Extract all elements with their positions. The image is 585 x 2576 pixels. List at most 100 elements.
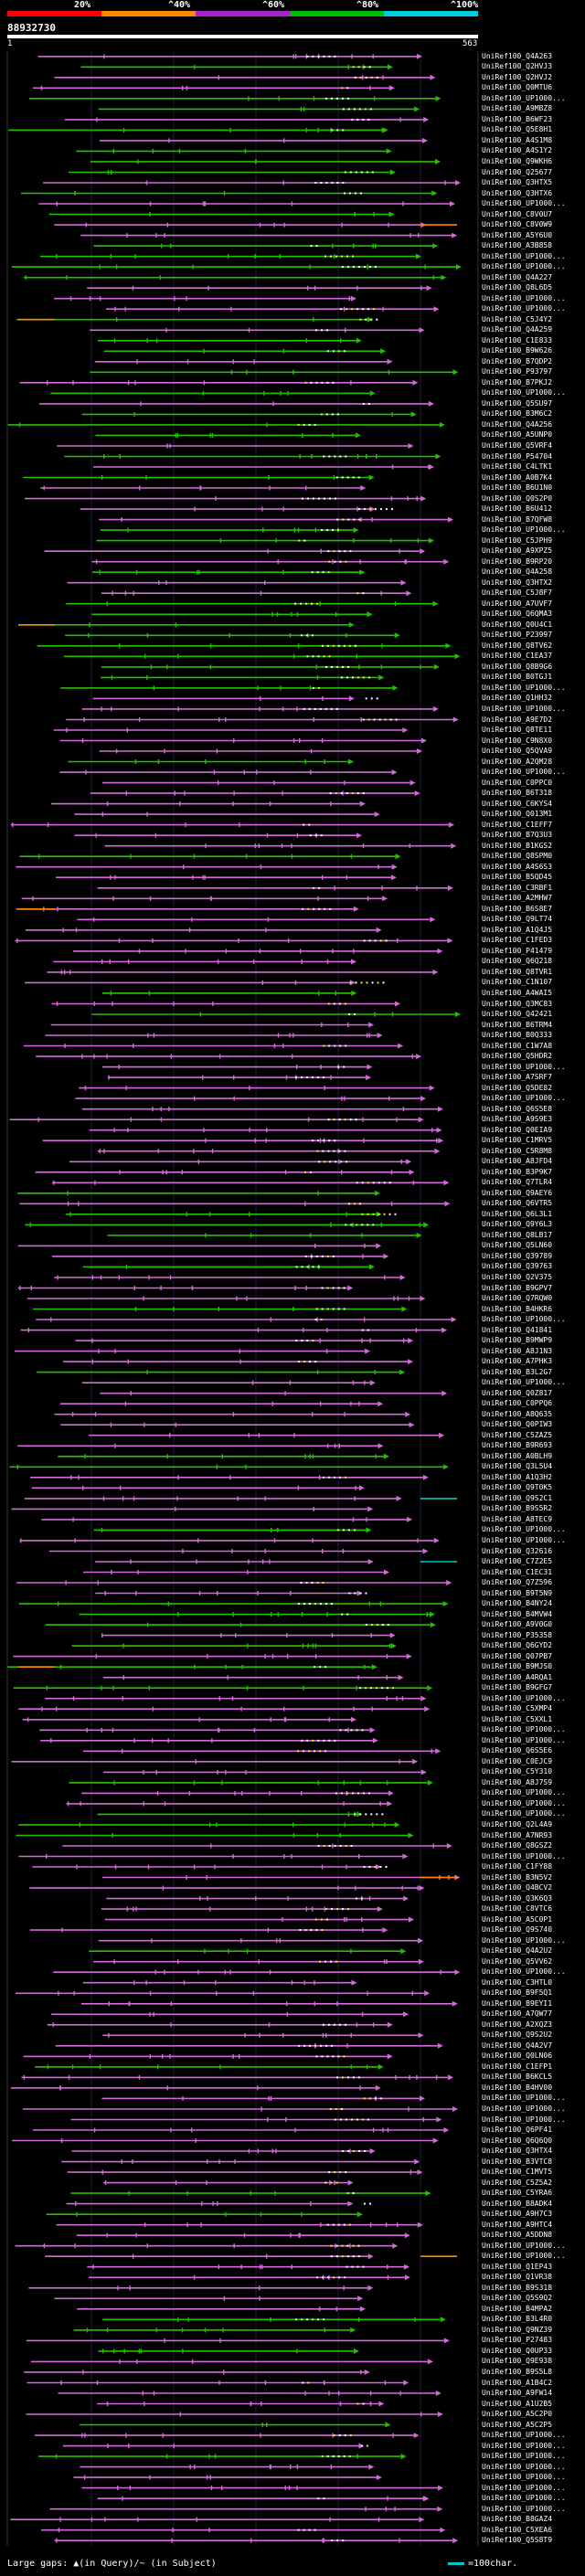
hit-label-link[interactable]: UniRef100_B3VTC8 bbox=[482, 2157, 553, 2166]
hit-label-link[interactable]: UniRef100_A9HTC4 bbox=[482, 2220, 553, 2229]
hit-label-link[interactable]: UniRef100_Q8TVR1 bbox=[482, 967, 553, 976]
hit-label-link[interactable]: UniRef100_B6U1N0 bbox=[482, 483, 553, 492]
hit-label-link[interactable]: UniRef100_Q41841 bbox=[482, 1325, 553, 1334]
hit-label-link[interactable]: UniRef100_UP1000... bbox=[482, 2473, 566, 2482]
hit-label-link[interactable]: UniRef100_Q5S8T9 bbox=[482, 2536, 553, 2545]
hit-label-link[interactable]: UniRef100_B9S5R2 bbox=[482, 1504, 553, 1513]
hit-label-link[interactable]: UniRef100_P23997 bbox=[482, 631, 553, 640]
hit-label-link[interactable]: UniRef100_A2QM28 bbox=[482, 757, 553, 766]
hit-label-link[interactable]: UniRef100_Q6VTR5 bbox=[482, 1199, 553, 1208]
hit-label-link[interactable]: UniRef100_B9R693 bbox=[482, 1441, 553, 1450]
hit-label-link[interactable]: UniRef100_B7PKJ2 bbox=[482, 377, 553, 387]
hit-label-link[interactable]: UniRef100_Q6S5E8 bbox=[482, 1104, 553, 1113]
hit-label-link[interactable]: UniRef100_B6S8E7 bbox=[482, 904, 553, 913]
hit-label-link[interactable]: UniRef100_A5UNP0 bbox=[482, 430, 553, 440]
hit-label-link[interactable]: UniRef100_UP1000... bbox=[482, 2483, 566, 2492]
hit-label-link[interactable]: UniRef100_A5C0P1 bbox=[482, 1914, 553, 1924]
hit-label-link[interactable]: UniRef100_B3L4R0 bbox=[482, 2315, 553, 2324]
hit-label-link[interactable]: UniRef100_Q6GYD2 bbox=[482, 1641, 553, 1650]
hit-label-link[interactable]: UniRef100_A1U2B5 bbox=[482, 2399, 553, 2408]
hit-label-link[interactable]: UniRef100_Q6Q6Q0 bbox=[482, 2136, 553, 2145]
hit-label-link[interactable]: UniRef100_C1W7A8 bbox=[482, 1041, 553, 1050]
hit-label-link[interactable]: UniRef100_C0PPC0 bbox=[482, 778, 553, 787]
hit-label-link[interactable]: UniRef100_B5QD45 bbox=[482, 873, 553, 882]
hit-label-link[interactable]: UniRef100_B7QDP2 bbox=[482, 356, 553, 366]
hit-label-link[interactable]: UniRef100_B6KCL5 bbox=[482, 2072, 553, 2082]
hit-label-link[interactable]: UniRef100_UP1000... bbox=[482, 1935, 566, 1945]
hit-label-link[interactable]: UniRef100_Q5VRF4 bbox=[482, 441, 553, 450]
hit-label-link[interactable]: UniRef100_B9S5L8 bbox=[482, 2367, 553, 2376]
hit-label-link[interactable]: UniRef100_Q9Y6L3 bbox=[482, 1220, 553, 1229]
hit-label-link[interactable]: UniRef100_UP1000... bbox=[482, 304, 566, 313]
hit-label-link[interactable]: UniRef100_B9MWP9 bbox=[482, 1336, 553, 1345]
hit-label-link[interactable]: UniRef100_B9F5Q1 bbox=[482, 1988, 553, 1998]
hit-label-link[interactable]: UniRef100_Q4A258 bbox=[482, 567, 553, 577]
hit-label-link[interactable]: UniRef100_A7QW77 bbox=[482, 2009, 553, 2019]
hit-label-link[interactable]: UniRef100_UP1000... bbox=[482, 2504, 566, 2513]
hit-label-link[interactable]: UniRef100_C1FY88 bbox=[482, 1862, 553, 1871]
hit-label-link[interactable]: UniRef100_UP1000... bbox=[482, 1967, 566, 1977]
hit-label-link[interactable]: UniRef100_C0EJC9 bbox=[482, 1756, 553, 1765]
hit-label-link[interactable]: UniRef100_Q9E938 bbox=[482, 2357, 553, 2366]
hit-label-link[interactable]: UniRef100_A8TEC9 bbox=[482, 1514, 553, 1523]
hit-label-link[interactable]: UniRef100_UP1000... bbox=[482, 2452, 566, 2461]
hit-label-link[interactable]: UniRef100_A9V0G0 bbox=[482, 1620, 553, 1629]
hit-label-link[interactable]: UniRef100_Q5HDR2 bbox=[482, 1052, 553, 1061]
hit-label-link[interactable]: UniRef100_Q1EP43 bbox=[482, 2262, 553, 2271]
hit-label-link[interactable]: UniRef100_C3HTL0 bbox=[482, 1977, 553, 1987]
hit-label-link[interactable]: UniRef100_UP1000... bbox=[482, 2431, 566, 2440]
hit-label-link[interactable]: UniRef100_Q7RQW0 bbox=[482, 1294, 553, 1302]
hit-label-link[interactable]: UniRef100_A1B4C2 bbox=[482, 2378, 553, 2387]
hit-label-link[interactable]: UniRef100_C5YRA6 bbox=[482, 2189, 553, 2198]
hit-label-link[interactable]: UniRef100_Q8LB17 bbox=[482, 1230, 553, 1239]
hit-label-link[interactable]: UniRef100_Q8GSZ2 bbox=[482, 1841, 553, 1850]
hit-label-link[interactable]: UniRef100_Q5S9Q2 bbox=[482, 2294, 553, 2303]
hit-label-link[interactable]: UniRef100_Q8TE11 bbox=[482, 726, 553, 734]
hit-label-link[interactable]: UniRef100_C5XEA6 bbox=[482, 2525, 553, 2534]
hit-label-link[interactable]: UniRef100_UP1000... bbox=[482, 2252, 566, 2261]
hit-label-link[interactable]: UniRef100_B0TGJ1 bbox=[482, 673, 553, 682]
hit-label-link[interactable]: UniRef100_B4HV00 bbox=[482, 2083, 553, 2092]
hit-label-link[interactable]: UniRef100_Q6PF41 bbox=[482, 2125, 553, 2134]
hit-label-link[interactable]: UniRef100_C1EA37 bbox=[482, 652, 553, 661]
hit-label-link[interactable]: UniRef100_A5DDN8 bbox=[482, 2231, 553, 2240]
hit-label-link[interactable]: UniRef100_A8JFD4 bbox=[482, 1157, 553, 1166]
hit-label-link[interactable]: UniRef100_Q5QVA9 bbox=[482, 747, 553, 755]
hit-label-link[interactable]: UniRef100_Q42421 bbox=[482, 1010, 553, 1018]
hit-label-link[interactable]: UniRef100_Q39789 bbox=[482, 1251, 553, 1260]
hit-label-link[interactable]: UniRef100_A4WAI5 bbox=[482, 988, 553, 997]
hit-label-link[interactable]: UniRef100_C5Y310 bbox=[482, 1767, 553, 1776]
hit-label-link[interactable]: UniRef100_Q2HVJ2 bbox=[482, 72, 553, 81]
hit-label-link[interactable]: UniRef100_B6TRM4 bbox=[482, 1020, 553, 1029]
hit-label-link[interactable]: UniRef100_Q3MC83 bbox=[482, 999, 553, 1008]
hit-label-link[interactable]: UniRef100_C1FED3 bbox=[482, 936, 553, 945]
hit-label-link[interactable]: UniRef100_A2XQZ3 bbox=[482, 2019, 553, 2029]
hit-label-link[interactable]: UniRef100_UP1000... bbox=[482, 768, 566, 777]
hit-label-link[interactable]: UniRef100_Q1HH32 bbox=[482, 694, 553, 703]
hit-label-link[interactable]: UniRef100_A5Y6U0 bbox=[482, 230, 553, 239]
hit-label-link[interactable]: UniRef100_A2MHW7 bbox=[482, 894, 553, 903]
hit-label-link[interactable]: UniRef100_A9H7C3 bbox=[482, 2210, 553, 2219]
hit-label-link[interactable]: UniRef100_UP1000... bbox=[482, 1788, 566, 1797]
hit-label-link[interactable]: UniRef100_B1KGS2 bbox=[482, 841, 553, 850]
hit-label-link[interactable]: UniRef100_C8V0U7 bbox=[482, 209, 553, 218]
hit-label-link[interactable]: UniRef100_P93797 bbox=[482, 367, 553, 376]
hit-label-link[interactable]: UniRef100_Q6S5E6 bbox=[482, 1746, 553, 1755]
hit-label-link[interactable]: UniRef100_Q0Z817 bbox=[482, 1388, 553, 1397]
hit-label-link[interactable]: UniRef100_B8GAZ4 bbox=[482, 2515, 553, 2524]
hit-label-link[interactable]: UniRef100_Q5E8H1 bbox=[482, 125, 553, 134]
hit-label-link[interactable]: UniRef100_B8ADK4 bbox=[482, 2199, 553, 2208]
hit-label-link[interactable]: UniRef100_Q2HVJ3 bbox=[482, 62, 553, 71]
hit-label-link[interactable]: UniRef100_Q8B9G6 bbox=[482, 662, 553, 671]
hit-label-link[interactable]: UniRef100_C5Z5A2 bbox=[482, 2178, 553, 2187]
hit-label-link[interactable]: UniRef100_Q2L4A9 bbox=[482, 1819, 553, 1829]
hit-label-link[interactable]: UniRef100_UP1000... bbox=[482, 1315, 566, 1323]
hit-label-link[interactable]: UniRef100_UP1000... bbox=[482, 1525, 566, 1534]
hit-label-link[interactable]: UniRef100_Q7Z596 bbox=[482, 1578, 553, 1586]
hit-label-link[interactable]: UniRef100_Q2V375 bbox=[482, 1273, 553, 1281]
hit-label-link[interactable]: UniRef100_A7PHK3 bbox=[482, 1357, 553, 1366]
hit-label-link[interactable]: UniRef100_UP1000... bbox=[482, 1693, 566, 1702]
hit-label-link[interactable]: UniRef100_Q9LT74 bbox=[482, 915, 553, 924]
hit-label-link[interactable]: UniRef100_Q8L6D5 bbox=[482, 283, 553, 292]
hit-label-link[interactable]: UniRef100_Q9S2C1 bbox=[482, 1493, 553, 1502]
